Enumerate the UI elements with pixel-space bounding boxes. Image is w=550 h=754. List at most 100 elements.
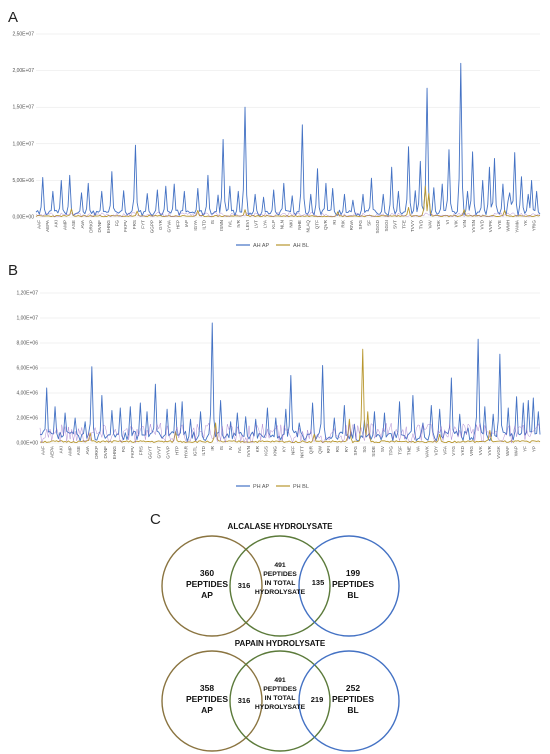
venn-papain: PAPAIN HYDROLYSATE 358 PEPTIDES AP 316 4…: [161, 639, 400, 752]
panel-b-gridlines: [40, 292, 540, 444]
panel-b-x-tick-label: IV: [228, 445, 233, 450]
venn-papain-ap-count: 358: [200, 683, 214, 693]
panel-a-x-tick-label: WMH: [506, 220, 511, 231]
panel-b-x-tick-label: IS: [219, 446, 224, 450]
panel-a-x-tick-label: VI: [445, 220, 450, 224]
panel-b-x-tick-label: TSF: [398, 446, 403, 455]
venn-papain-ap-circle: [161, 650, 263, 752]
panel-b-x-tick-label: SIDE: [371, 446, 376, 457]
panel-b-x-tick-label: TPG: [389, 446, 394, 456]
venn-papain-total-count: 491: [274, 677, 286, 684]
panel-b-letter: B: [8, 262, 18, 279]
panel-a-x-tick-label: AKI: [54, 220, 59, 227]
venn-alcalase-ap-circle: [161, 535, 263, 637]
panel-a-x-tick-label: FYT: [141, 220, 146, 229]
panel-b-x-tick-label: IGTL: [192, 446, 197, 457]
venn-papain-ap-label2: AP: [201, 705, 213, 715]
panel-a-x-tick-label: TVVY: [410, 220, 415, 232]
panel-b-x-tick-label: RFI: [326, 446, 331, 453]
legend-label-ah-bl: AH BL: [293, 243, 309, 249]
panel-b-x-tick-label: GGYT: [148, 446, 153, 459]
panel-a-x-tick-label: NLAQ: [306, 220, 311, 233]
panel-a-x-tick-label: AAF: [36, 220, 41, 229]
panel-a-x-tick-label: NHE: [297, 220, 302, 230]
panel-a-x-tick-label: GYVA: [167, 219, 172, 232]
panel-a-x-tick-label: IVR: [236, 219, 241, 227]
panel-a-x-tick-label: TFE: [401, 220, 406, 229]
panel-a-x-tick-label: IVL: [228, 220, 233, 227]
panel-a-x-tick-label: ASE: [71, 220, 76, 229]
panel-a-x-tick-label: VYE: [497, 220, 502, 229]
panel-a-x-tick-label: NKI: [288, 220, 293, 228]
panel-a-x-tick-label: EHNG: [106, 220, 111, 234]
panel-a-x-tick-label: NLN: [280, 220, 285, 229]
panel-b-y-tick-label: 4,00E+06: [16, 391, 38, 397]
panel-a-x-tick-label: IGYA: [193, 219, 198, 231]
panel-a-x-tick-label: DRKP: [88, 220, 93, 233]
panel-a-x-tick-label: VDK: [436, 219, 441, 229]
venn-papain-total-label3: HYDROLYSATE: [255, 704, 306, 711]
panel-b-y-ticks: 0,00E+00 2,00E+06 4,00E+06 6,00E+06 8,00E+06…: [16, 291, 38, 447]
panel-b-x-tick-label: SFG: [353, 446, 358, 456]
venn-papain-total-bl-overlap: 219: [311, 695, 324, 704]
venn-alcalase-ap-label2: AP: [201, 590, 213, 600]
panel-a-x-tick-label: VVSN: [471, 220, 476, 233]
panel-b-x-tick-label: AAF: [40, 446, 45, 455]
panel-b-x-tick-label: VRG: [469, 446, 474, 456]
panel-a-y-tick-label: 0,00E+00: [12, 215, 34, 221]
panel-a-x-tick-label: VAV: [427, 219, 432, 228]
legend-label-ph-ap: PH AP: [253, 484, 270, 490]
panel-a-x-tick-label: SF: [367, 220, 372, 226]
panel-b-x-tick-label: HTP: [174, 446, 179, 455]
panel-b-y-tick-label: 6,00E+06: [16, 366, 38, 372]
panel-b-x-tick-label: YF: [523, 446, 528, 452]
panel-b-x-tick-label: NKTT: [299, 446, 304, 458]
venn-papain-bl-count: 252: [346, 683, 360, 693]
venn-alcalase-total-count: 491: [274, 562, 286, 569]
panel-a-x-ticks: AAF AEPA AKI AMP ASE AVA DRKP DVNF EHNG FG FKPV FRS…: [36, 219, 536, 233]
panel-b-series-line-ph-bl: [39, 348, 541, 444]
panel-a-x-tick-label: DVNF: [97, 220, 102, 233]
panel-a-y-tick-label: 2,50E+07: [12, 32, 34, 38]
panel-b-x-tick-label: KY: [282, 446, 287, 452]
legend-label-ah-ap: AH AP: [253, 243, 270, 249]
venn-alcalase-bl-label1: PEPTIDES: [332, 579, 374, 589]
panel-b-x-tick-label: KNG: [273, 446, 278, 456]
panel-b-x-tick-label: RY: [344, 446, 349, 452]
panel-a-x-tick-label: LEVI: [245, 220, 250, 230]
panel-b-x-tick-label: KR: [255, 445, 260, 452]
panel-b-x-tick-label: VAVK: [424, 445, 429, 458]
panel-a-x-tick-label: HFP: [175, 220, 180, 229]
panel-a-x-tick-label: ILTD: [201, 219, 206, 229]
panel-b-x-tick-label: WAP: [514, 446, 519, 456]
panel-b-x-tick-label: IVL: [237, 446, 242, 453]
panel-a-overlap-line: [35, 212, 541, 218]
venn-alcalase: ALCALASE HYDROLYSATE 360 PEPTIDES AP 316…: [161, 522, 400, 637]
panel-b-x-tick-label: SV: [380, 445, 385, 452]
panel-a-x-tick-label: YRIG: [532, 220, 537, 232]
panel-a-x-tick-label: SGGD: [375, 219, 380, 233]
panel-b-legend: PH AP PH BL: [236, 484, 309, 490]
venn-alcalase-bl-circle: [298, 535, 400, 637]
panel-b-x-tick-label: AEPA: [49, 445, 54, 458]
venn-alcalase-bl-count: 199: [346, 568, 360, 578]
panel-b-x-tick-label: ILTD: [201, 445, 206, 455]
panel-a-x-tick-label: ISNN: [219, 220, 224, 231]
panel-a-x-tick-label: KLP: [271, 220, 276, 229]
panel-a-x-tick-label: AEPA: [45, 219, 50, 232]
panel-b-x-tick-label: VKD: [460, 445, 465, 455]
panel-b-x-tick-label: VDY: [433, 446, 438, 455]
panel-a-x-tick-label: VVPK: [488, 219, 493, 232]
panel-b-x-tick-label: VVR: [487, 445, 492, 455]
panel-a-x-tick-label: GGPP: [149, 220, 154, 233]
panel-a-y-ticks: 0,00E+00 5,00E+06 1,00E+07 1,50E+07 2,00E+07…: [12, 32, 34, 221]
panel-a-y-tick-label: 1,00E+07: [12, 141, 34, 147]
panel-a-x-tick-label: QVR: [323, 219, 328, 230]
panel-b-y-tick-label: 8,00E+06: [16, 341, 38, 347]
panel-a-x-tick-label: TVD: [419, 219, 424, 229]
venn-papain-bl-circle: [298, 650, 400, 752]
panel-b-y-tick-label: 2,00E+06: [16, 416, 38, 422]
panel-b-x-tick-label: VYG: [451, 446, 456, 456]
panel-b-x-tick-label: IR: [210, 445, 215, 450]
venn-alcalase-ap-label1: PEPTIDES: [186, 579, 228, 589]
